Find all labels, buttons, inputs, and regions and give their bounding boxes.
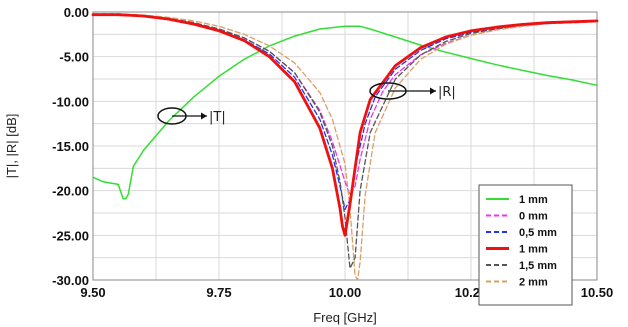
series-line bbox=[92, 13, 598, 270]
y-tick-label: -15.00 bbox=[52, 139, 89, 154]
annotation-arrowhead bbox=[430, 87, 436, 95]
x-tick-label: 10.50 bbox=[581, 285, 614, 300]
series-line bbox=[92, 25, 598, 200]
y-tick-label: -25.00 bbox=[52, 228, 89, 243]
series-line bbox=[91, 13, 599, 237]
annotation-arrowhead bbox=[201, 112, 207, 120]
y-tick-label: 0.00 bbox=[64, 5, 89, 20]
annotation-label: |R| bbox=[438, 85, 456, 100]
legend-entry: 0,5 mm bbox=[519, 227, 557, 239]
y-tick-label: -20.00 bbox=[52, 184, 89, 199]
plot-frame bbox=[92, 11, 598, 281]
x-tick-label: 10.00 bbox=[329, 285, 362, 300]
x-axis-label: Freq [GHz] bbox=[313, 310, 377, 325]
annotation-label: |T| bbox=[209, 110, 226, 125]
legend-entry: 1 mm bbox=[519, 244, 548, 256]
y-tick-label: -30.00 bbox=[52, 273, 89, 288]
legend-entry: 2 mm bbox=[519, 277, 548, 289]
legend-entry: 0 mm bbox=[519, 211, 548, 223]
legend-entry: 1,5 mm bbox=[519, 260, 557, 272]
y-tick-label: -10.00 bbox=[52, 94, 89, 109]
y-axis-label: |T|, |R| [dB] bbox=[4, 114, 19, 179]
x-tick-label: 9.75 bbox=[206, 285, 231, 300]
legend-entry: 1 mm bbox=[519, 194, 548, 206]
legend-box bbox=[478, 184, 573, 306]
y-tick-label: -5.00 bbox=[59, 50, 89, 65]
series-line bbox=[92, 13, 598, 281]
x-tick-label: 9.50 bbox=[80, 285, 105, 300]
